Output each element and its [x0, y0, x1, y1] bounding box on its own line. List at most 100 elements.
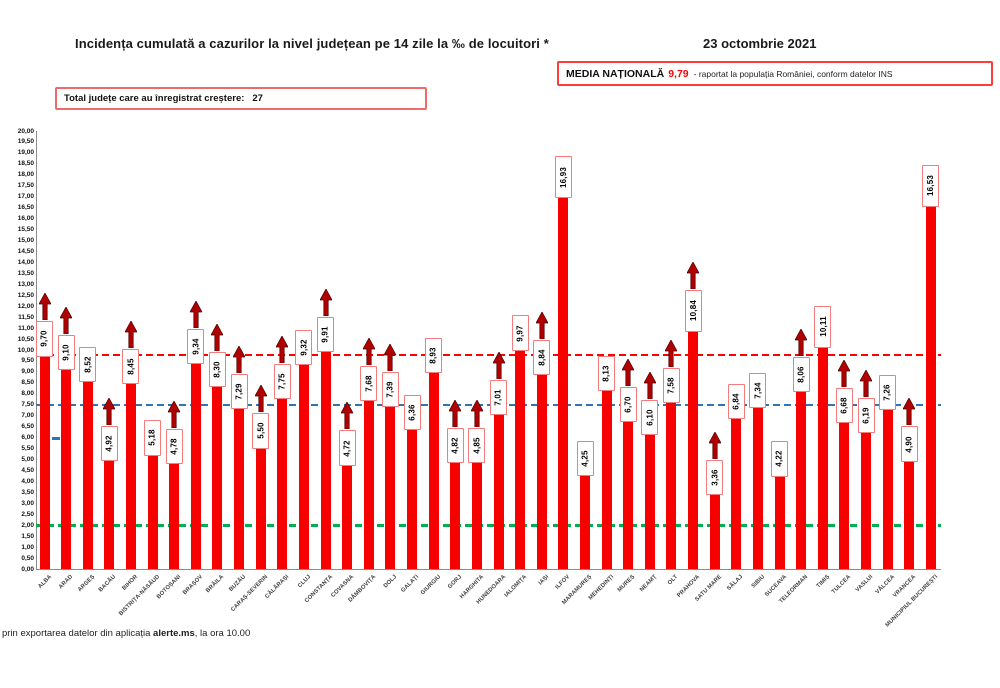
- national-average-value: 9,79: [668, 67, 689, 80]
- bar-value-text: 3,36: [710, 469, 720, 486]
- chart-bar: [623, 422, 634, 569]
- blue-axis-mark: [40, 436, 62, 440]
- y-axis-tick-label: 3,00: [21, 499, 34, 507]
- y-axis-tick-label: 2,00: [21, 521, 34, 529]
- chart-bar: [925, 206, 936, 569]
- y-axis-tick-label: 7,00: [21, 412, 34, 420]
- increase-arrow-icon: [37, 292, 52, 321]
- y-axis-tick-label: 4,50: [21, 466, 34, 474]
- bar-value-text: 8,30: [212, 361, 222, 378]
- bar-value-label: 8,84: [533, 340, 551, 376]
- bar-value-label: 9,10: [57, 334, 75, 370]
- increase-arrow-icon: [837, 358, 852, 387]
- y-axis-tick-label: 13,50: [17, 269, 34, 277]
- y-axis-tick-label: 12,00: [17, 302, 34, 310]
- bar-value-label: 9,97: [511, 315, 529, 351]
- increase-arrow-icon: [275, 335, 289, 364]
- bar-value-label: 3,36: [706, 460, 724, 496]
- increase-arrow-icon: [491, 351, 506, 380]
- bar-value-text: 16,53: [926, 175, 936, 197]
- y-axis-tick-label: 10,00: [17, 346, 34, 354]
- chart-bar: [39, 356, 50, 569]
- bar-value-label: 9,91: [317, 316, 335, 352]
- bar-value-text: 7,68: [364, 375, 374, 392]
- chart-bar: [234, 409, 245, 569]
- bar-value-label: 8,06: [792, 357, 810, 393]
- chart-title: Incidența cumulată a cazurilor la nivel …: [75, 36, 549, 51]
- bar-value-label: 8,45: [122, 348, 140, 384]
- growth-count-label: Total județe care au înregistrat creșter…: [64, 93, 245, 104]
- y-axis-tick-label: 4,00: [21, 477, 34, 485]
- y-axis-tick-label: 17,50: [17, 182, 34, 190]
- chart-bar: [320, 351, 331, 569]
- bar-value-text: 4,72: [342, 439, 352, 457]
- bar-value-label: 4,82: [446, 428, 464, 464]
- bar-value-text: 9,91: [321, 326, 331, 343]
- chart-bar: [125, 383, 136, 569]
- bar-value-text: 8,13: [602, 365, 612, 382]
- chart-bar: [428, 373, 439, 569]
- bar-value-text: 7,01: [494, 389, 504, 407]
- y-axis-tick-label: 19,50: [17, 138, 34, 146]
- bar-value-text: 9,34: [191, 338, 201, 356]
- bar-value-text: 4,22: [775, 450, 785, 468]
- bar-value-text: 7,29: [234, 383, 244, 400]
- bar-value-label: 4,90: [900, 426, 918, 462]
- chart-bar: [601, 390, 612, 569]
- bar-value-text: 6,10: [645, 409, 655, 426]
- bar-value-text: 9,10: [61, 343, 71, 361]
- bar-value-text: 4,92: [104, 435, 114, 452]
- y-axis-tick-label: 20,00: [17, 127, 34, 135]
- increase-arrow-icon: [167, 400, 181, 429]
- bar-value-text: 6,84: [731, 393, 741, 410]
- footer-app-name: alerte.ms: [153, 628, 195, 639]
- bar-value-text: 6,68: [839, 396, 849, 414]
- y-axis-tick-label: 6,50: [21, 423, 34, 431]
- chart-bar: [61, 369, 72, 569]
- y-axis-tick-label: 8,00: [21, 390, 34, 398]
- y-axis-tick-label: 15,00: [17, 237, 34, 244]
- bar-value-text: 10,84: [688, 300, 698, 322]
- reference-line-green: [36, 524, 941, 527]
- bar-value-text: 4,25: [580, 450, 590, 467]
- chart-bar: [882, 410, 893, 569]
- increase-arrow-icon: [708, 431, 722, 460]
- bar-value-label: 9,34: [187, 329, 205, 365]
- y-axis-tick-label: 5,00: [21, 456, 34, 463]
- increase-arrow-icon: [621, 358, 635, 387]
- chart-bar: [817, 347, 828, 569]
- bar-value-text: 9,70: [40, 330, 49, 348]
- chart-bar: [774, 476, 785, 569]
- bar-value-text: 6,19: [861, 407, 871, 425]
- chart-bar: [450, 463, 461, 569]
- bar-value-label: 7,34: [749, 373, 767, 409]
- chart-bar: [147, 455, 158, 569]
- national-average-label: MEDIA NAȚIONALĂ: [566, 67, 665, 80]
- bar-value-text: 16,93: [558, 166, 568, 188]
- bar-value-text: 9,97: [515, 324, 525, 342]
- chart-bar: [580, 475, 590, 569]
- y-axis-tick-label: 1,00: [21, 543, 34, 551]
- bar-value-label: 6,36: [403, 394, 421, 430]
- bar-value-text: 6,70: [623, 396, 633, 413]
- chart-bar: [190, 364, 201, 569]
- bar-value-label: 5,18: [144, 420, 162, 456]
- bar-value-text: 7,26: [883, 384, 893, 401]
- y-axis-tick-label: 3,50: [21, 488, 34, 496]
- bar-value-label: 10,84: [684, 289, 702, 332]
- y-axis-tick-label: 11,00: [18, 324, 34, 332]
- bar-value-label: 4,72: [338, 430, 356, 466]
- increase-arrow-icon: [383, 343, 397, 372]
- increase-arrow-icon: [189, 300, 203, 329]
- bar-value-label: 6,70: [619, 387, 637, 423]
- bar-value-text: 7,34: [753, 382, 763, 399]
- bar-value-text: 4,85: [472, 436, 482, 454]
- y-axis-tick-label: 14,00: [17, 258, 34, 266]
- chart-bar: [752, 408, 763, 569]
- reference-line-blue: [36, 403, 941, 407]
- increase-arrow-icon: [340, 401, 354, 430]
- bar-value-label: 7,39: [381, 371, 399, 408]
- bar-value-label: 6,19: [857, 398, 875, 434]
